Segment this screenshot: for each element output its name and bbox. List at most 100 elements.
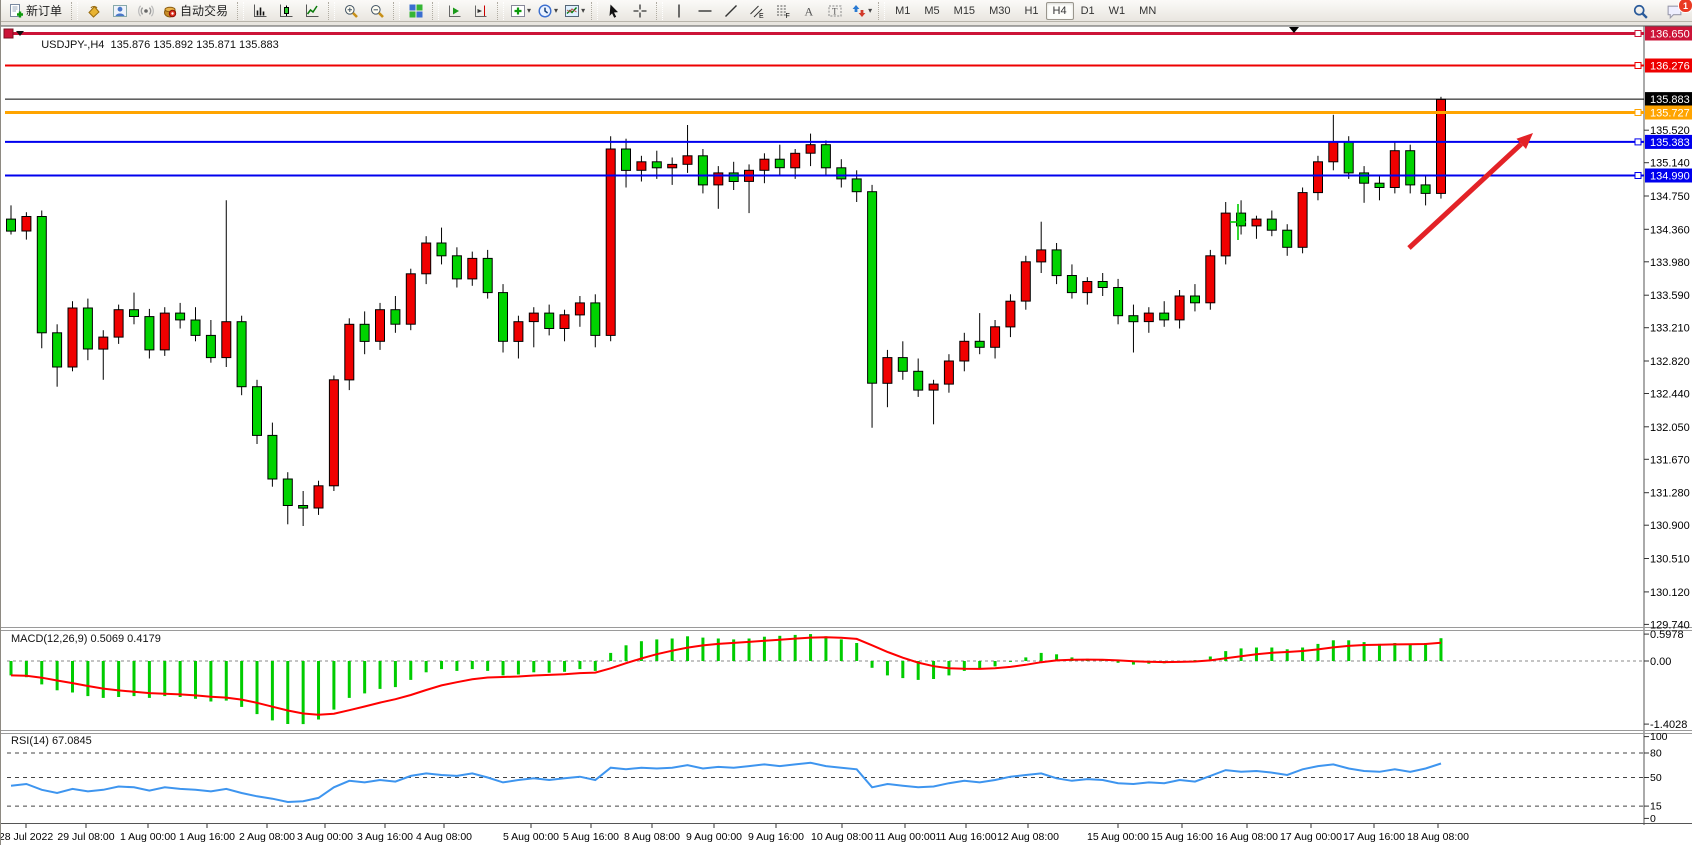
candle [1005,294,1016,338]
tile-windows-button[interactable] [403,0,429,22]
candle [221,200,232,367]
timeframe-h1-button[interactable]: H1 [1024,4,1039,17]
candle [1236,200,1247,235]
templates-button[interactable]: ▾ [561,0,588,22]
candle [1128,304,1139,353]
timeframe-m5-button[interactable]: M5 [924,4,940,17]
line-anchor[interactable] [1634,109,1642,116]
time-tick-label: 3 Aug 16:00 [357,831,413,843]
time-tick-label: 16 Aug 08:00 [1216,831,1278,843]
line-anchor[interactable] [1634,172,1642,179]
crosshair-button[interactable] [627,0,653,22]
indicators-button[interactable]: ▾ [507,0,534,22]
periods-button[interactable]: ▾ [534,0,561,22]
arrows-button[interactable]: ▾ [848,0,875,22]
autoscroll-button[interactable] [442,0,468,22]
candle-chart-button[interactable] [273,0,299,22]
timeframe-m15-button[interactable]: M15 [953,4,976,17]
zoom-in-button[interactable] [338,0,364,22]
price-tick-label: 131.670 [1650,454,1690,466]
chevron-down-icon[interactable]: ▾ [554,6,559,15]
styles-button[interactable] [81,0,107,22]
notifications-button[interactable]: 1 [1661,0,1692,22]
timeframe-d1-button[interactable]: D1 [1080,4,1095,17]
new-order-button[interactable]: 新订单 [5,0,68,22]
candle [574,296,585,327]
zoom-out-button[interactable] [364,0,390,22]
signals-button[interactable] [133,0,159,22]
cursor-button[interactable] [601,0,627,22]
profile-button[interactable] [107,0,133,22]
candle [1251,215,1262,239]
macd-indicator-label: MACD(12,26,9) 0.5069 0.4179 [11,633,161,645]
time-tick-label: 15 Aug 16:00 [1151,831,1213,843]
text-label-button[interactable]: T [822,0,848,22]
price-axis[interactable]: 135.520 135.140 134.750 134.360 133.980 133.5… [1644,26,1692,632]
text-icon: A [801,3,817,19]
svg-text:T: T [832,6,838,16]
line-anchor[interactable] [1634,62,1642,69]
time-axis[interactable]: 28 Jul 2022 29 Jul 08:00 1 Aug 00:00 1 Aug … [1,824,1469,843]
horizontal-line-button[interactable] [692,0,718,22]
search-button[interactable] [1627,0,1653,22]
candle [790,149,801,179]
candle [1405,144,1416,194]
line-chart-button[interactable] [299,0,325,22]
horizontal-price-line[interactable] [5,172,1644,179]
candle [190,307,201,342]
line-anchor[interactable] [1634,30,1642,37]
templates-icon [564,3,580,19]
price-line-label: 135.727 [1645,105,1692,120]
horizontal-price-line[interactable] [5,109,1644,116]
toolbar-separator [497,1,505,20]
line-anchor[interactable] [1634,138,1642,146]
text-button[interactable]: A [796,0,822,22]
timeframe-mn-button[interactable]: MN [1139,4,1157,17]
timeframe-m1-button[interactable]: M1 [895,4,911,17]
candle [1389,142,1400,194]
svg-text:E: E [759,13,764,19]
candle [1220,202,1231,265]
equidistant-channel-button[interactable]: E [744,0,770,22]
fibonacci-button[interactable]: F [770,0,796,22]
cursor-icon [606,3,622,19]
time-tick-label: 1 Aug 00:00 [120,831,176,843]
pane-borders [1,25,1692,825]
chart-shift-button[interactable] [468,0,494,22]
autotrade-button[interactable]: 自动交易 [159,0,234,22]
timeframe-m30-button[interactable]: M30 [989,4,1011,17]
candle [498,284,508,353]
chevron-down-icon[interactable]: ▾ [868,6,873,15]
toolbar-separator [878,1,886,20]
time-tick-label: 11 Aug 00:00 [874,831,935,843]
candle [328,375,339,491]
trend-arrow[interactable] [1407,133,1533,250]
line-anchor[interactable] [3,28,14,39]
candle [390,296,401,333]
candle [129,292,139,325]
chevron-down-icon[interactable]: ▾ [581,6,586,15]
bar-chart-button[interactable] [247,0,273,22]
trendline-button[interactable] [718,0,744,22]
price-tick-label: 132.050 [1650,422,1690,434]
candle [697,149,708,194]
chart-menu-arrow-icon[interactable] [16,31,24,36]
rsi-line [10,761,1442,804]
vertical-line-button[interactable] [666,0,692,22]
time-tick-label: 5 Aug 16:00 [563,831,619,843]
time-tick-label: 8 Aug 08:00 [624,831,680,843]
horizontal-price-line[interactable] [5,30,1644,37]
timeframe-h4-button[interactable]: H4 [1045,1,1074,20]
chevron-down-icon[interactable]: ▾ [527,6,532,15]
price-tick-label: 130.900 [1650,520,1690,532]
horizontal-price-line[interactable] [5,62,1644,69]
timeframe-w1-button[interactable]: W1 [1108,4,1126,17]
candle [1066,264,1077,299]
time-tick-label: 15 Aug 00:00 [1087,831,1149,843]
time-tick-label: 17 Aug 00:00 [1280,831,1342,843]
horizontal-price-line[interactable] [5,138,1644,146]
chart-shift-marker[interactable] [1289,27,1299,33]
candle [67,301,78,372]
candle [928,379,939,425]
